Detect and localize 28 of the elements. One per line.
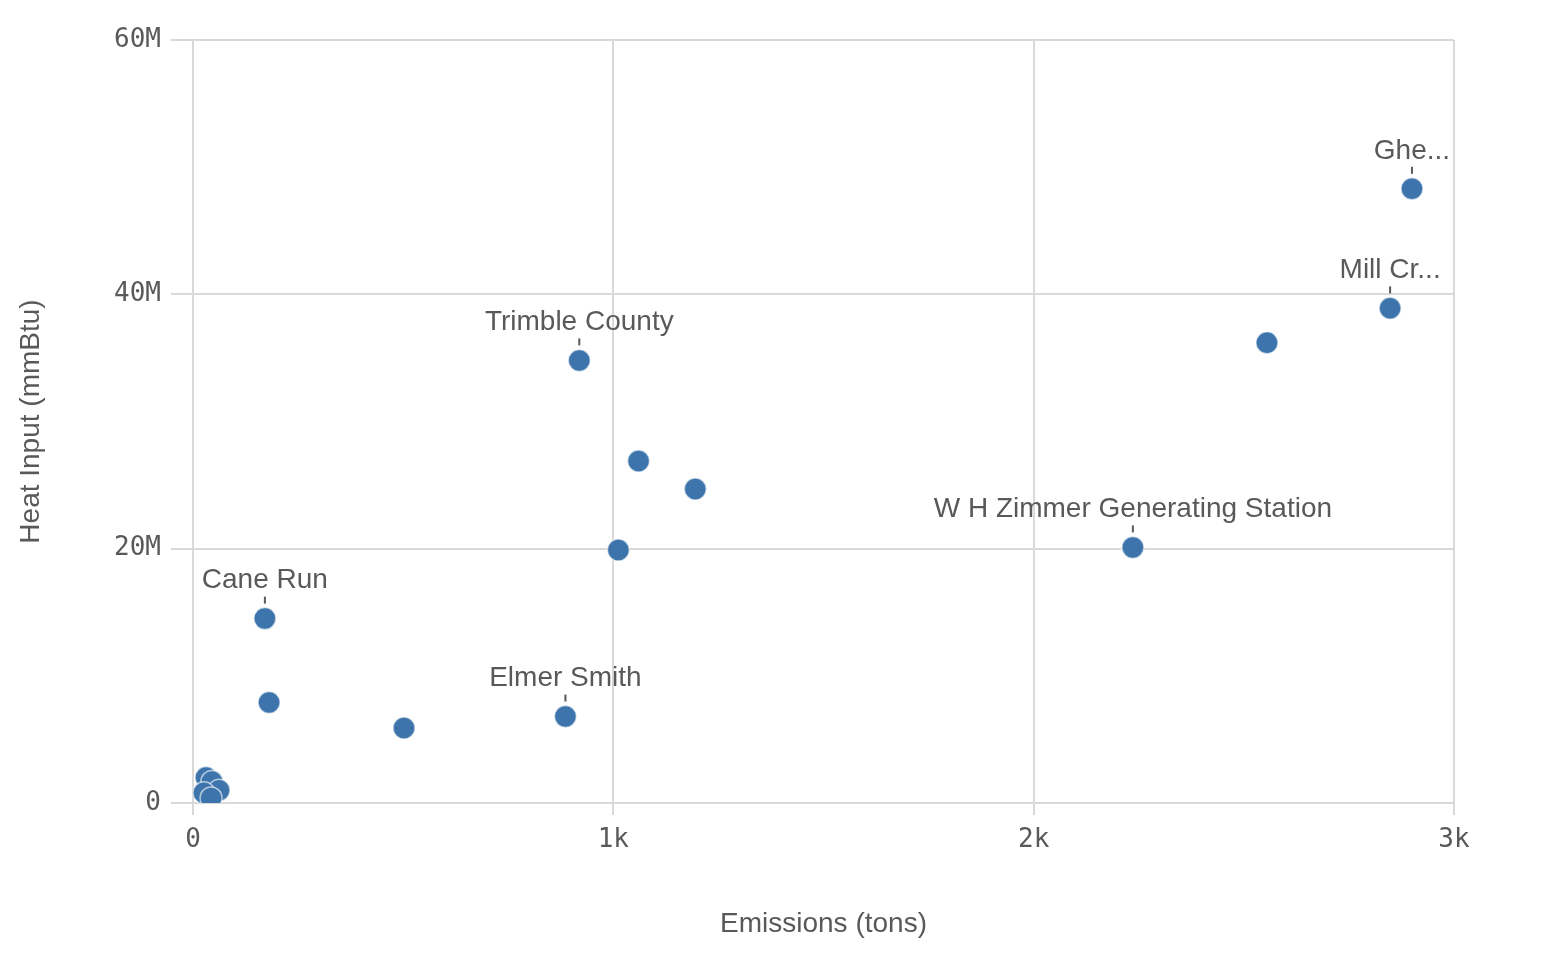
- annotation: Cane Run: [201, 563, 328, 595]
- point: [253, 606, 277, 631]
- point: [1121, 535, 1145, 560]
- y-tick-label: 0: [145, 785, 161, 816]
- point: [606, 538, 631, 562]
- y-tick-label: 40M: [114, 277, 161, 308]
- annotation: W H Zimmer Generating Station: [933, 492, 1333, 524]
- y-tick-label: 60M: [114, 22, 161, 53]
- annotation: Mill Cr...: [1339, 253, 1441, 285]
- point: [1378, 296, 1402, 321]
- x-tick-label: 2k: [1018, 823, 1050, 854]
- annotation: Elmer Smith: [489, 661, 642, 693]
- annotation: Ghe...: [1373, 133, 1451, 165]
- y-tick-label: 20M: [114, 531, 161, 562]
- point: [626, 449, 651, 473]
- point: [553, 704, 578, 729]
- point: [567, 348, 592, 373]
- x-tick-label: 1k: [597, 823, 630, 854]
- point: [683, 477, 708, 501]
- point: [257, 690, 281, 715]
- x-tick-label: 3k: [1438, 823, 1470, 854]
- annotation: Trimble County: [484, 305, 674, 337]
- point: [392, 716, 416, 740]
- y-axis-title: Heat Input (mmBtu): [13, 299, 45, 544]
- point: [1400, 177, 1424, 201]
- x-axis-title: Emissions (tons): [720, 906, 927, 938]
- x-tick-label: 0: [185, 823, 201, 854]
- point: [1255, 330, 1279, 355]
